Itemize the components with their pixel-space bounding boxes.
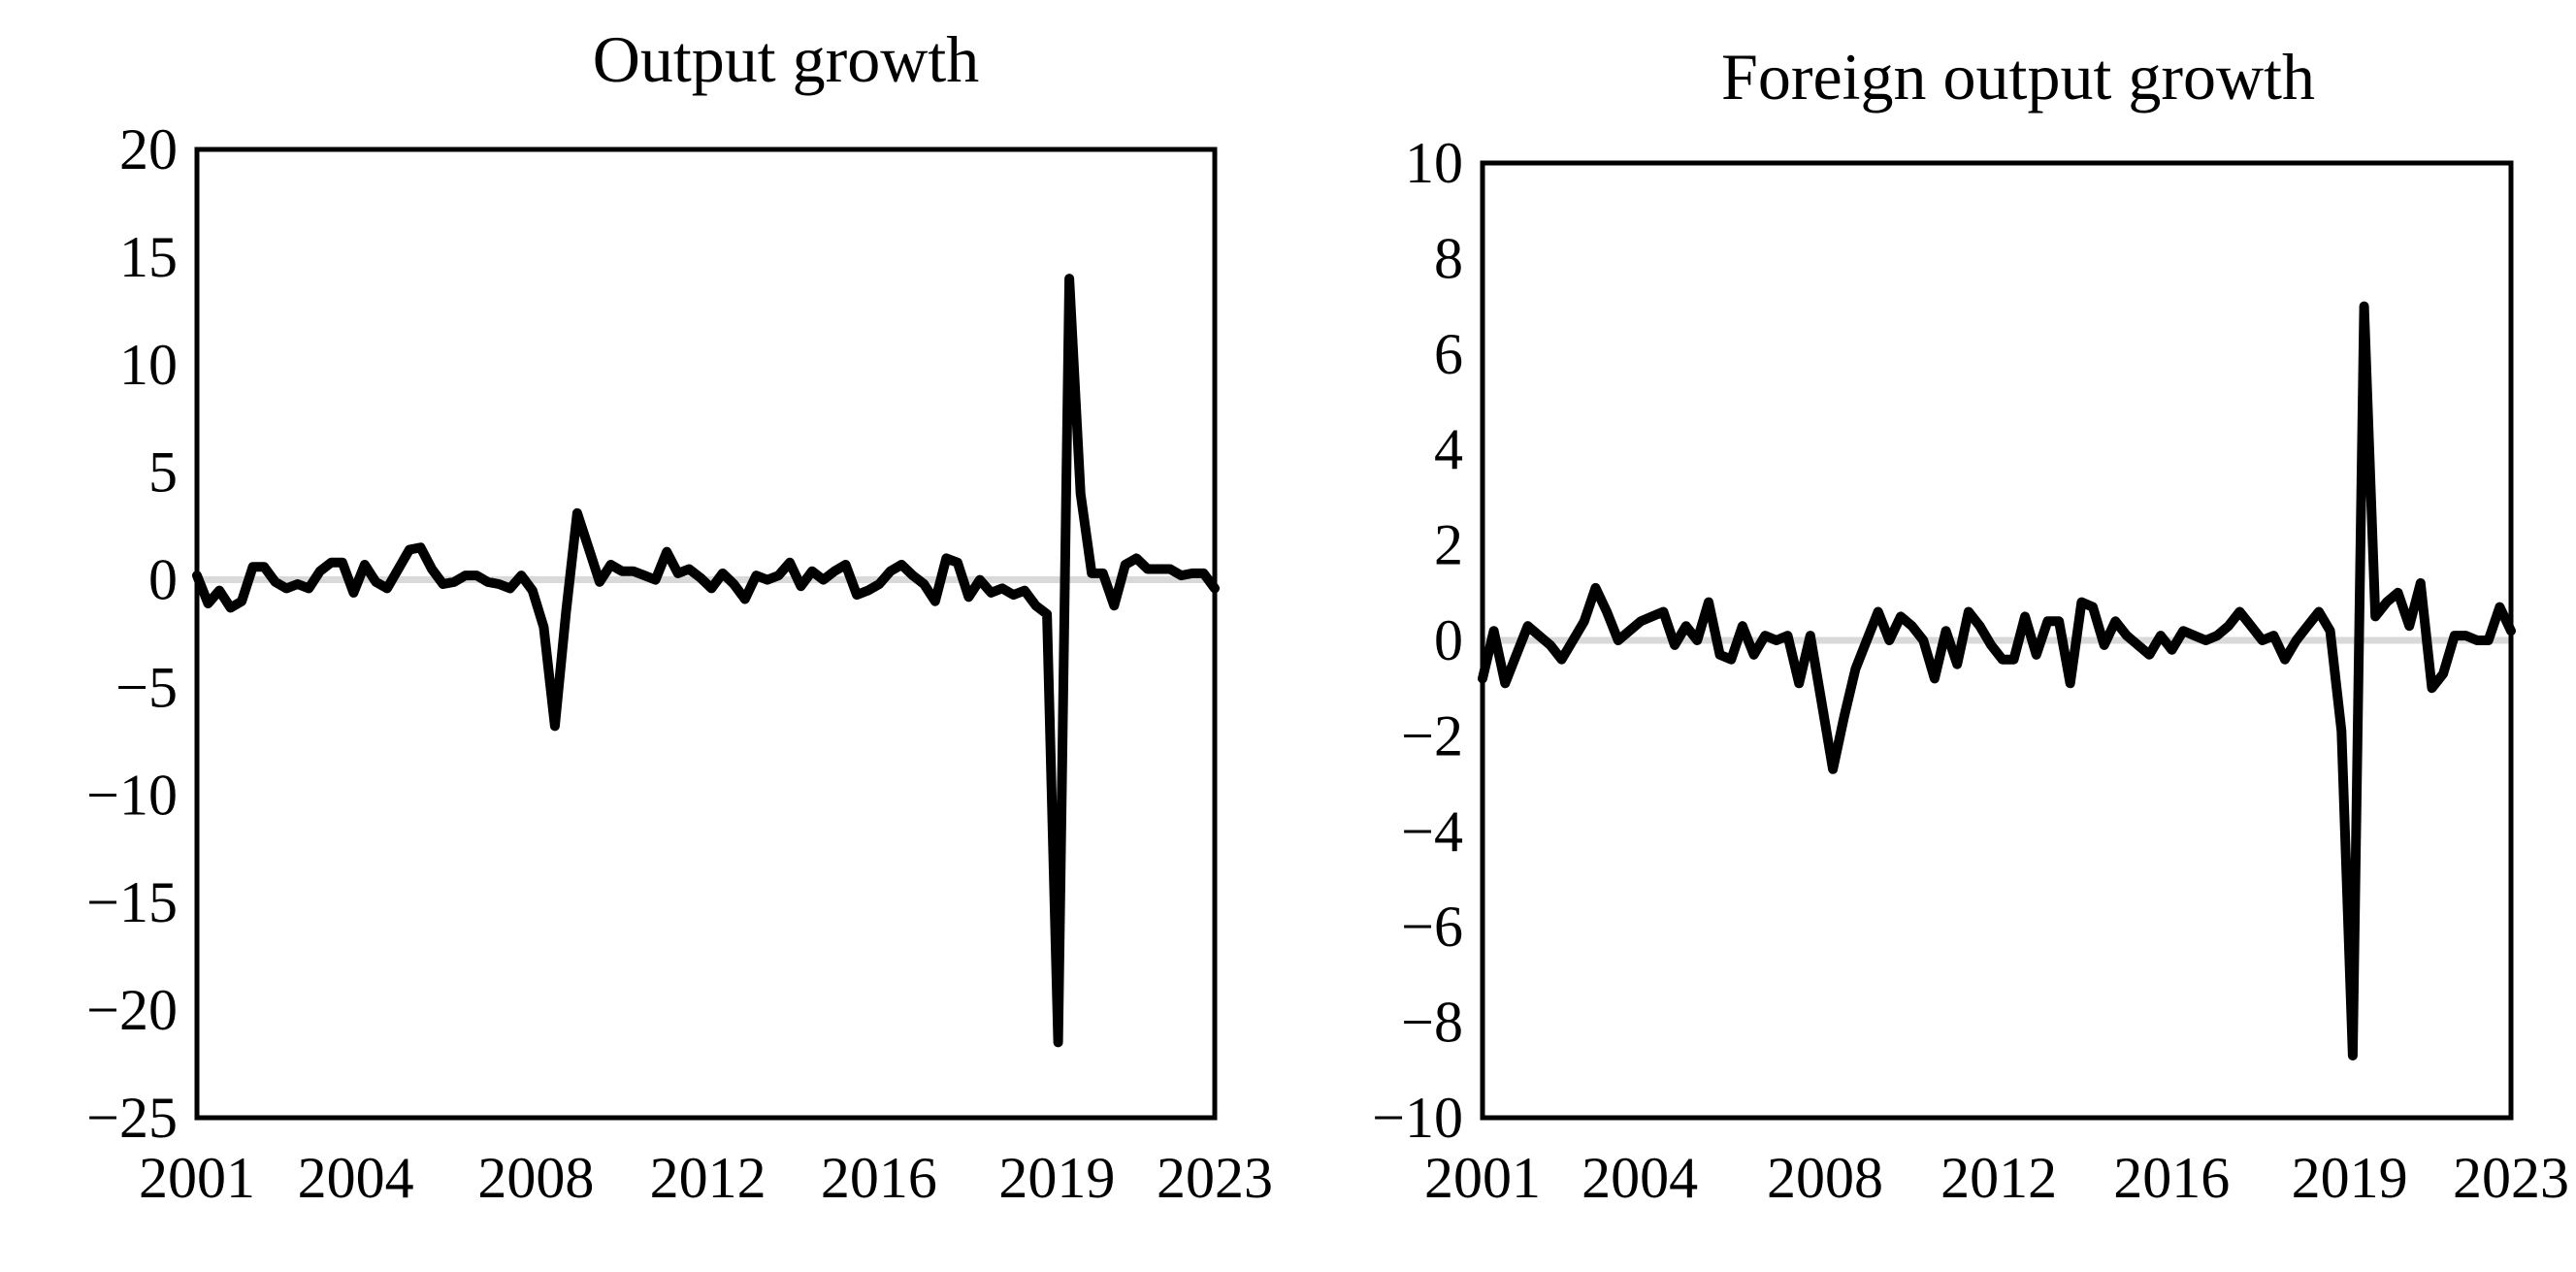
output-growth-y-tick-label: −5 <box>115 655 178 719</box>
foreign-output-growth-x-tick-label: 2019 <box>2292 1146 2408 1210</box>
foreign-output-growth-x-tick-label: 2004 <box>1581 1146 1698 1210</box>
foreign-output-growth-x-tick-label: 2016 <box>2113 1146 2230 1210</box>
output-growth-x-tick-label: 2001 <box>139 1146 255 1210</box>
output-growth-series-line <box>192 274 1220 1048</box>
output-growth-y-tick-label: −10 <box>86 763 178 827</box>
foreign-output-growth-y-axis: 10 8 6 4 2 0 −2 −4 −6 −8 −10 <box>1372 131 1463 1150</box>
foreign-output-growth-y-tick-label: 8 <box>1434 226 1463 290</box>
output-growth-x-tick-label: 2008 <box>477 1146 594 1210</box>
foreign-output-growth-y-tick-label: −8 <box>1401 991 1463 1055</box>
output-growth-x-axis: 2001 2004 2008 2012 2016 2019 2023 <box>139 1146 1273 1210</box>
foreign-output-growth-y-tick-label: −6 <box>1401 895 1463 959</box>
foreign-output-growth-y-tick-label: −2 <box>1401 703 1463 767</box>
output-growth-plot-frame <box>194 147 1218 1121</box>
output-growth-y-tick-label: 0 <box>148 548 178 612</box>
foreign-output-growth-y-tick-label: 4 <box>1434 417 1463 481</box>
output-growth-y-tick-label: −25 <box>86 1086 178 1150</box>
foreign-output-growth-x-axis: 2001 2004 2008 2012 2016 2019 2023 <box>1424 1146 2569 1210</box>
output-growth-x-tick-label: 2023 <box>1157 1146 1273 1210</box>
foreign-output-growth-x-tick-label: 2001 <box>1424 1146 1541 1210</box>
foreign-output-growth-y-tick-label: 0 <box>1434 608 1463 672</box>
output-growth-y-tick-label: 20 <box>119 117 178 181</box>
foreign-output-growth-plot-frame <box>1480 160 2514 1121</box>
foreign-output-growth-x-tick-label: 2012 <box>1940 1146 2057 1210</box>
foreign-output-growth-series-line <box>1478 301 2516 1060</box>
foreign-output-growth-y-tick-label: −4 <box>1401 799 1463 864</box>
foreign-output-growth-x-tick-label: 2023 <box>2453 1146 2569 1210</box>
foreign-output-growth-y-tick-label: −10 <box>1372 1086 1463 1150</box>
output-growth-y-tick-label: 5 <box>148 440 178 505</box>
output-growth-y-tick-label: −15 <box>86 870 178 934</box>
output-growth-x-tick-label: 2019 <box>998 1146 1115 1210</box>
output-growth-x-tick-label: 2012 <box>650 1146 766 1210</box>
output-growth-x-tick-label: 2004 <box>298 1146 414 1210</box>
output-growth-y-tick-label: −20 <box>86 978 178 1042</box>
foreign-output-growth-panel: Foreign output growth 10 8 6 4 2 0 −2 −4 −6 −8 −10… <box>1372 40 2569 1210</box>
output-growth-title: Output growth <box>593 22 980 96</box>
foreign-output-growth-y-tick-label: 6 <box>1434 322 1463 386</box>
foreign-output-growth-title: Foreign output growth <box>1721 40 2315 114</box>
output-growth-y-tick-label: 15 <box>119 225 178 289</box>
foreign-output-growth-y-tick-label: 10 <box>1405 131 1463 195</box>
output-growth-y-axis: 20 15 10 5 0 −5 −10 −15 −20 −25 <box>86 117 178 1150</box>
foreign-output-growth-x-tick-label: 2008 <box>1767 1146 1883 1210</box>
output-growth-x-tick-label: 2016 <box>821 1146 937 1210</box>
output-growth-y-tick-label: 10 <box>119 333 178 397</box>
output-growth-panel: Output growth 20 15 10 5 0 −5 −10 −15 −20 −25 200… <box>86 22 1273 1210</box>
foreign-output-growth-y-tick-label: 2 <box>1434 513 1463 577</box>
